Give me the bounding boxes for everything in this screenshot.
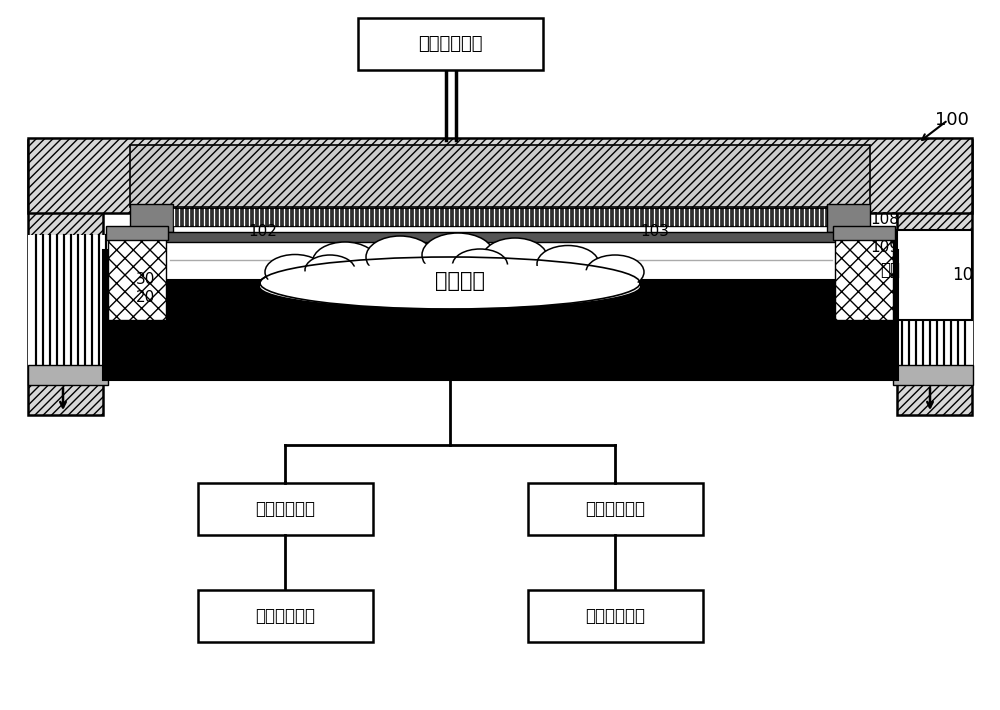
Bar — [897, 140, 972, 415]
Text: 101: 101 — [480, 332, 509, 347]
Text: 等离子体: 等离子体 — [435, 271, 485, 291]
Text: 102: 102 — [248, 224, 277, 239]
Ellipse shape — [312, 242, 378, 282]
Ellipse shape — [260, 263, 640, 309]
Text: 偏置射频匹配: 偏置射频匹配 — [585, 500, 645, 518]
Text: 109: 109 — [870, 241, 899, 256]
Text: 100: 100 — [935, 111, 969, 129]
Bar — [130, 145, 870, 207]
Bar — [827, 204, 870, 232]
Ellipse shape — [260, 257, 640, 309]
Bar — [198, 590, 372, 642]
Bar — [108, 235, 166, 320]
Bar — [106, 226, 168, 240]
Text: 10: 10 — [952, 266, 973, 284]
Bar — [893, 365, 973, 385]
Bar — [28, 140, 103, 415]
Bar — [152, 232, 849, 242]
Bar — [28, 235, 108, 372]
Ellipse shape — [422, 233, 494, 277]
Ellipse shape — [366, 236, 434, 278]
Text: 高频射频匹配: 高频射频匹配 — [255, 500, 315, 518]
Text: 抽气: 抽气 — [880, 261, 900, 279]
Bar — [528, 590, 702, 642]
Bar — [198, 483, 372, 535]
Ellipse shape — [537, 246, 599, 283]
Bar — [28, 138, 972, 213]
Text: 偏置射频电源: 偏置射频电源 — [585, 607, 645, 625]
Ellipse shape — [305, 255, 355, 285]
Bar — [172, 208, 828, 226]
Bar — [528, 483, 702, 535]
Text: 20: 20 — [136, 290, 155, 305]
Text: 103: 103 — [640, 224, 669, 239]
Bar — [28, 365, 108, 385]
Text: 气体供应装置: 气体供应装置 — [418, 35, 483, 53]
Bar — [835, 235, 893, 320]
Text: 高频射频电源: 高频射频电源 — [255, 607, 315, 625]
Bar — [893, 235, 973, 372]
Bar — [130, 204, 173, 232]
Text: 30: 30 — [136, 273, 155, 288]
Bar — [103, 250, 898, 380]
Bar — [897, 230, 972, 320]
Text: 108: 108 — [870, 212, 899, 227]
Ellipse shape — [265, 254, 325, 290]
Bar — [358, 18, 543, 70]
Bar — [833, 226, 895, 240]
Ellipse shape — [586, 255, 644, 289]
Ellipse shape — [452, 249, 508, 281]
Bar — [162, 240, 839, 280]
Ellipse shape — [482, 238, 548, 278]
